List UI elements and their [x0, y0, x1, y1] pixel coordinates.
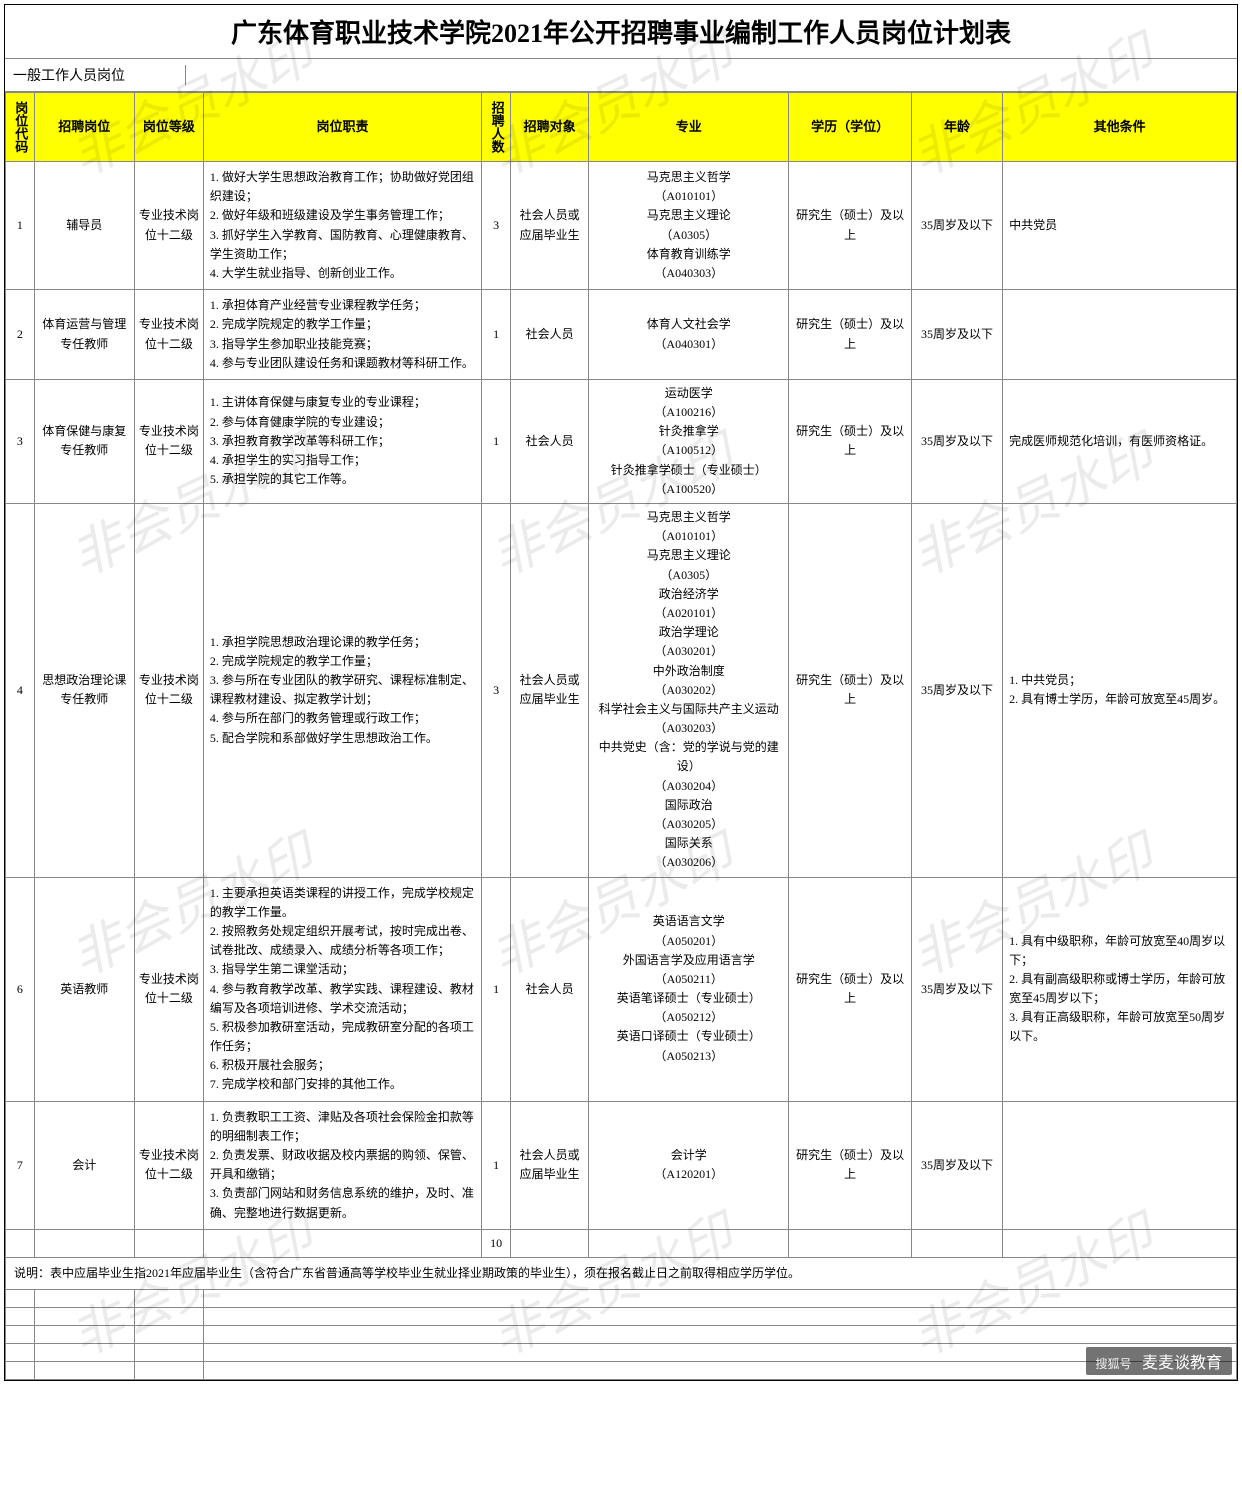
- cell-other: 1. 中共党员；2. 具有博士学历，年龄可放宽至45周岁。: [1003, 504, 1237, 878]
- cell-major: 会计学（A120201）: [589, 1101, 789, 1229]
- page-title: 广东体育职业技术学院2021年公开招聘事业编制工作人员岗位计划表: [5, 5, 1237, 59]
- cell-code: 7: [6, 1101, 35, 1229]
- cell-code: 6: [6, 877, 35, 1101]
- cell-level: 专业技术岗位十二级: [134, 504, 203, 878]
- cell-age: 35周岁及以下: [911, 162, 1002, 290]
- section-label-text: 一般工作人员岗位: [13, 65, 186, 85]
- cell-code: 2: [6, 290, 35, 380]
- cell-education: 研究生（硕士）及以上: [789, 1101, 911, 1229]
- cell-position: 会计: [34, 1101, 134, 1229]
- cell-target: 社会人员: [511, 290, 589, 380]
- cell-major: 运动医学（A100216）针灸推拿学（A100512）针灸推拿学硕士（专业硕士）…: [589, 379, 789, 503]
- cell-age: 35周岁及以下: [911, 379, 1002, 503]
- cell-target: 社会人员: [511, 877, 589, 1101]
- cell-count: 3: [482, 504, 511, 878]
- footer-author: 麦麦谈教育: [1142, 1355, 1222, 1372]
- cell-level: 专业技术岗位十二级: [134, 877, 203, 1101]
- document-page: 广东体育职业技术学院2021年公开招聘事业编制工作人员岗位计划表 一般工作人员岗…: [4, 4, 1238, 1381]
- recruitment-table: 岗位代码 招聘岗位 岗位等级 岗位职责 招聘人数 招聘对象 专业 学历（学位） …: [5, 92, 1237, 1380]
- empty-row: [6, 1326, 1237, 1344]
- cell-count: 1: [482, 379, 511, 503]
- cell-code: 1: [6, 162, 35, 290]
- table-row: 3体育保健与康复专任教师专业技术岗位十二级1. 主讲体育保健与康复专业的专业课程…: [6, 379, 1237, 503]
- empty-row: [6, 1362, 1237, 1380]
- th-major: 专业: [589, 93, 789, 162]
- th-position: 招聘岗位: [34, 93, 134, 162]
- cell-education: 研究生（硕士）及以上: [789, 290, 911, 380]
- cell-level: 专业技术岗位十二级: [134, 162, 203, 290]
- cell-position: 思想政治理论课专任教师: [34, 504, 134, 878]
- cell-target: 社会人员或应届毕业生: [511, 162, 589, 290]
- section-label: 一般工作人员岗位: [5, 59, 1237, 92]
- empty-row: [6, 1344, 1237, 1362]
- cell-level: 专业技术岗位十二级: [134, 290, 203, 380]
- cell-target: 社会人员: [511, 379, 589, 503]
- cell-duties: 1. 承担体育产业经营专业课程教学任务；2. 完成学院规定的教学工作量；3. 指…: [203, 290, 481, 380]
- table-row: 4思想政治理论课专任教师专业技术岗位十二级1. 承担学院思想政治理论课的教学任务…: [6, 504, 1237, 878]
- cell-age: 35周岁及以下: [911, 290, 1002, 380]
- th-target: 招聘对象: [511, 93, 589, 162]
- th-count: 招聘人数: [482, 93, 511, 162]
- note-row: 说明：表中应届毕业生指2021年应届毕业生（含符合广东省普通高等学校毕业生就业择…: [6, 1257, 1237, 1289]
- cell-duties: 1. 承担学院思想政治理论课的教学任务；2. 完成学院规定的教学工作量；3. 参…: [203, 504, 481, 878]
- cell-count: 1: [482, 290, 511, 380]
- total-count: 10: [482, 1229, 511, 1257]
- cell-level: 专业技术岗位十二级: [134, 1101, 203, 1229]
- th-code: 岗位代码: [6, 93, 35, 162]
- cell-target: 社会人员或应届毕业生: [511, 1101, 589, 1229]
- cell-duties: 1. 做好大学生思想政治教育工作；协助做好党团组织建设；2. 做好年级和班级建设…: [203, 162, 481, 290]
- th-level: 岗位等级: [134, 93, 203, 162]
- cell-education: 研究生（硕士）及以上: [789, 504, 911, 878]
- table-row: 2体育运营与管理专任教师专业技术岗位十二级1. 承担体育产业经营专业课程教学任务…: [6, 290, 1237, 380]
- cell-position: 辅导员: [34, 162, 134, 290]
- cell-other: 完成医师规范化培训，有医师资格证。: [1003, 379, 1237, 503]
- th-other: 其他条件: [1003, 93, 1237, 162]
- cell-other: 中共党员: [1003, 162, 1237, 290]
- cell-level: 专业技术岗位十二级: [134, 379, 203, 503]
- cell-other: [1003, 290, 1237, 380]
- cell-education: 研究生（硕士）及以上: [789, 877, 911, 1101]
- cell-major: 体育人文社会学（A040301）: [589, 290, 789, 380]
- cell-education: 研究生（硕士）及以上: [789, 379, 911, 503]
- cell-code: 4: [6, 504, 35, 878]
- footer-platform: 搜狐号: [1096, 1357, 1132, 1371]
- table-body: 1辅导员专业技术岗位十二级1. 做好大学生思想政治教育工作；协助做好党团组织建设…: [6, 162, 1237, 1380]
- cell-count: 3: [482, 162, 511, 290]
- cell-other: [1003, 1101, 1237, 1229]
- cell-education: 研究生（硕士）及以上: [789, 162, 911, 290]
- note-text: 说明：表中应届毕业生指2021年应届毕业生（含符合广东省普通高等学校毕业生就业择…: [6, 1257, 1237, 1289]
- table-header: 岗位代码 招聘岗位 岗位等级 岗位职责 招聘人数 招聘对象 专业 学历（学位） …: [6, 93, 1237, 162]
- empty-row: [6, 1308, 1237, 1326]
- cell-position: 体育运营与管理专任教师: [34, 290, 134, 380]
- th-age: 年龄: [911, 93, 1002, 162]
- cell-count: 1: [482, 877, 511, 1101]
- th-duties: 岗位职责: [203, 93, 481, 162]
- th-education: 学历（学位）: [789, 93, 911, 162]
- table-row: 6英语教师专业技术岗位十二级1. 主要承担英语类课程的讲授工作，完成学校规定的教…: [6, 877, 1237, 1101]
- table-row: 7会计专业技术岗位十二级1. 负责教职工工资、津贴及各项社会保险金扣款等的明细制…: [6, 1101, 1237, 1229]
- cell-other: 1. 具有中级职称，年龄可放宽至40周岁以下；2. 具有副高级职称或博士学历，年…: [1003, 877, 1237, 1101]
- cell-age: 35周岁及以下: [911, 1101, 1002, 1229]
- cell-position: 体育保健与康复专任教师: [34, 379, 134, 503]
- cell-code: 3: [6, 379, 35, 503]
- empty-row: [6, 1290, 1237, 1308]
- footer-attribution: 搜狐号 麦麦谈教育: [1086, 1347, 1232, 1375]
- cell-duties: 1. 主讲体育保健与康复专业的专业课程；2. 参与体育健康学院的专业建设；3. …: [203, 379, 481, 503]
- cell-target: 社会人员或应届毕业生: [511, 504, 589, 878]
- cell-count: 1: [482, 1101, 511, 1229]
- cell-age: 35周岁及以下: [911, 877, 1002, 1101]
- cell-major: 马克思主义哲学（A010101）马克思主义理论（A0305）政治经济学（A020…: [589, 504, 789, 878]
- cell-duties: 1. 主要承担英语类课程的讲授工作，完成学校规定的教学工作量。2. 按照教务处规…: [203, 877, 481, 1101]
- cell-position: 英语教师: [34, 877, 134, 1101]
- cell-age: 35周岁及以下: [911, 504, 1002, 878]
- cell-duties: 1. 负责教职工工资、津贴及各项社会保险金扣款等的明细制表工作；2. 负责发票、…: [203, 1101, 481, 1229]
- total-row: 10: [6, 1229, 1237, 1257]
- table-row: 1辅导员专业技术岗位十二级1. 做好大学生思想政治教育工作；协助做好党团组织建设…: [6, 162, 1237, 290]
- cell-major: 马克思主义哲学（A010101）马克思主义理论（A0305）体育教育训练学（A0…: [589, 162, 789, 290]
- cell-major: 英语语言文学（A050201）外国语言学及应用语言学（A050211）英语笔译硕…: [589, 877, 789, 1101]
